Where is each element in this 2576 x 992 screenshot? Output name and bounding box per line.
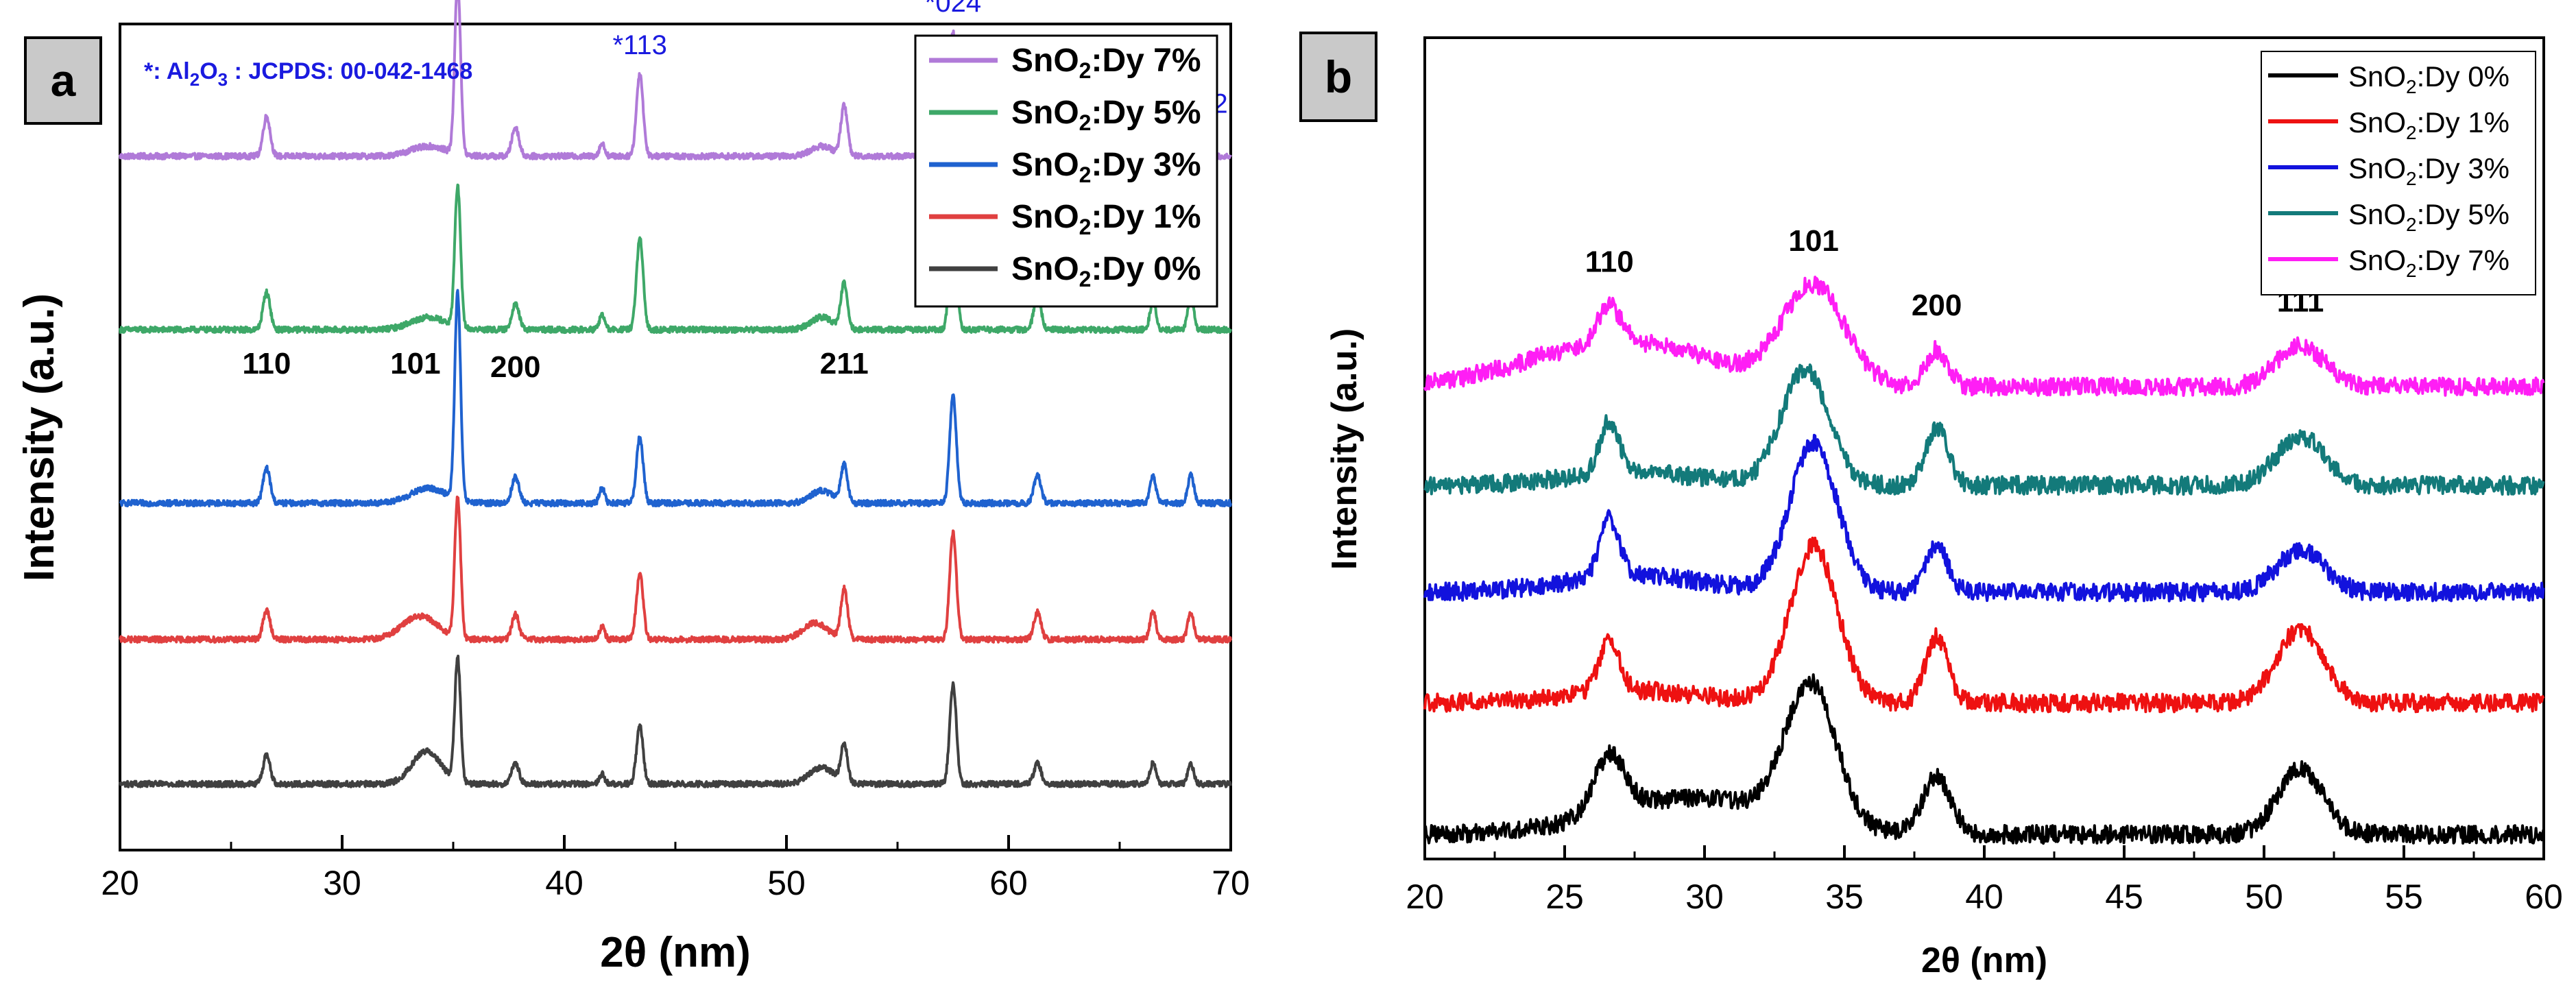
series-line-sno2-dy-5-: [1423, 363, 2545, 496]
legend-label: SnO2:Dy 1%: [2348, 106, 2509, 143]
legend-label: SnO2:Dy 0%: [1011, 251, 1201, 291]
x-tick-label: 20: [101, 864, 139, 902]
panel-b-tag: b: [1325, 51, 1352, 102]
series-line-sno2-dy-1-: [119, 495, 1232, 644]
x-tick-label: 20: [1406, 878, 1444, 916]
panel-a-x-axis-title: 2θ (nm): [600, 929, 751, 976]
series-line-sno2-dy-3-: [1423, 433, 2545, 603]
panel-b-y-axis-title: Intensity (a.u.): [1325, 328, 1364, 570]
panel-a-tag: a: [51, 55, 77, 106]
x-tick-label: 40: [545, 864, 583, 902]
legend-label: SnO2:Dy 7%: [1011, 43, 1201, 83]
panel-a-legend-box: [914, 34, 1218, 308]
panel-a-note: *: Al2O3 : JCPDS: 00-042-1468: [144, 58, 472, 90]
x-tick-label: 25: [1545, 878, 1584, 916]
panel-b-series-group: [1423, 276, 2545, 845]
peak-label: *113: [612, 30, 666, 60]
x-tick-label: 55: [2385, 878, 2423, 916]
legend-label: SnO2:Dy 1%: [1011, 199, 1201, 239]
panel-a-tag-box: [24, 36, 102, 125]
panel-b-x-axis-title: 2θ (nm): [1921, 941, 2047, 980]
peak-label: 211: [820, 347, 869, 380]
panel-a-legend: SnO2:Dy 7% SnO2:Dy 5% SnO2:Dy 3% SnO2:Dy 1%…: [914, 34, 1218, 308]
series-line-sno2-dy-1-: [1423, 536, 2545, 714]
peak-label: 101: [1788, 224, 1838, 258]
series-line-sno2-dy-0-: [119, 654, 1232, 788]
legend-label: SnO2:Dy 5%: [2348, 198, 2509, 235]
x-tick-label: 30: [1685, 878, 1724, 916]
panel-a-ticks: 20 30 40 50 60 70: [101, 835, 1250, 902]
x-tick-label: 40: [1965, 878, 2003, 916]
series-line-sno2-dy-0-: [1423, 673, 2545, 845]
panel-b-legend: SnO2:Dy 0% SnO2:Dy 1% SnO2:Dy 3% SnO2:Dy 5%…: [2261, 51, 2536, 295]
legend-label: SnO2:Dy 3%: [1011, 147, 1201, 187]
x-tick-label: 50: [2245, 878, 2283, 916]
series-line-sno2-dy-5-: [119, 183, 1232, 335]
peak-label: *024: [925, 0, 981, 18]
legend-label: SnO2:Dy 0%: [2348, 60, 2509, 97]
legend-label: SnO2:Dy 3%: [2348, 152, 2509, 189]
series-line-sno2-dy-3-: [119, 289, 1232, 508]
panel-b-legend-box: [2261, 51, 2536, 295]
legend-label: SnO2:Dy 7%: [2348, 244, 2509, 281]
x-tick-label: 60: [2525, 878, 2563, 916]
panel-a-y-axis-title: Intensity (a.u.): [16, 293, 63, 581]
peak-label: 101: [390, 347, 440, 380]
peak-label: 110: [242, 347, 291, 380]
panel-b-tag-box: [1299, 32, 1377, 122]
x-tick-label: 50: [767, 864, 806, 902]
peak-label: 200: [1912, 289, 1962, 322]
peak-label: 200: [490, 350, 540, 384]
x-tick-label: 45: [2105, 878, 2143, 916]
x-tick-label: 60: [989, 864, 1028, 902]
series-line-sno2-dy-7-: [1423, 276, 2545, 397]
panel-b-ticks: 20 25 30 35 40 45 50 55 60: [1406, 845, 2563, 916]
x-tick-label: 35: [1825, 878, 1864, 916]
legend-label: SnO2:Dy 5%: [1011, 95, 1201, 135]
peak-label: 110: [1585, 245, 1634, 278]
x-tick-label: 30: [323, 864, 361, 902]
x-tick-label: 70: [1212, 864, 1250, 902]
